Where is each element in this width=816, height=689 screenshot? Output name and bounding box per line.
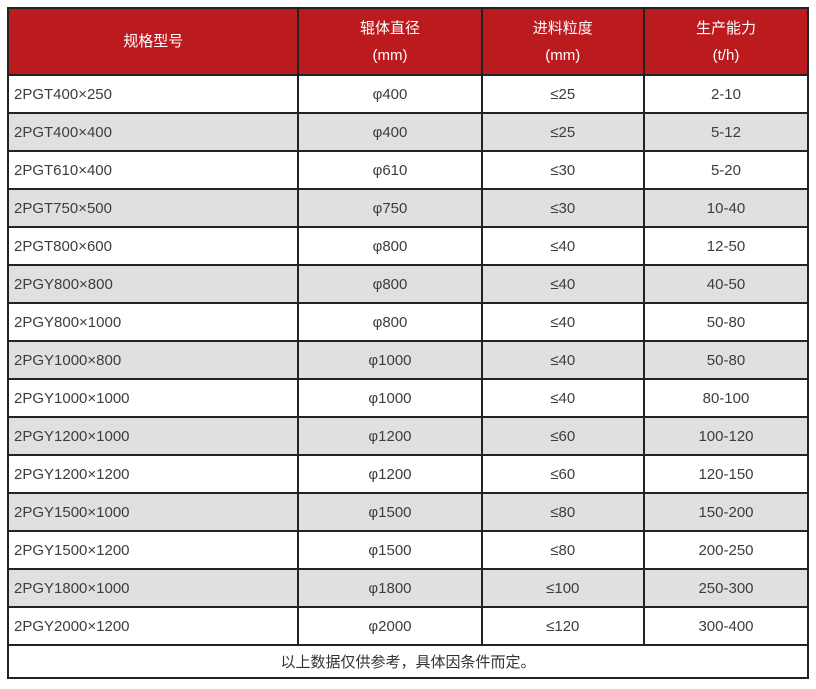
cell-roller-diameter: φ400 [297, 74, 483, 114]
cell-roller-diameter: φ1200 [297, 454, 483, 494]
table-footnote: 以上数据仅供参考，具体因条件而定。 [7, 644, 809, 679]
cell-feed-size: ≤120 [480, 606, 645, 646]
header-roller-diameter: 辊体直径 (mm) [297, 7, 483, 76]
cell-feed-size: ≤40 [480, 302, 645, 342]
table-row: 2PGT800×600 φ800 ≤40 12-50 [6, 226, 810, 266]
cell-roller-diameter: φ1000 [297, 378, 483, 418]
header-feed-size: 进料粒度 (mm) [480, 7, 645, 76]
cell-capacity: 250-300 [642, 568, 810, 608]
cell-feed-size: ≤40 [480, 264, 645, 304]
cell-feed-size: ≤100 [480, 568, 645, 608]
table-row: 2PGY1000×1000 φ1000 ≤40 80-100 [6, 378, 810, 418]
header-feed-size-title: 进料粒度 [532, 19, 593, 37]
cell-model: 2PGT400×250 [6, 74, 300, 114]
header-capacity: 生产能力 (t/h) [642, 7, 810, 76]
cell-model: 2PGY1800×1000 [6, 568, 300, 608]
cell-model: 2PGY800×800 [6, 264, 300, 304]
cell-roller-diameter: φ1000 [297, 340, 483, 380]
cell-capacity: 40-50 [642, 264, 810, 304]
cell-roller-diameter: φ1500 [297, 492, 483, 532]
header-model-title: 规格型号 [123, 33, 184, 50]
cell-model: 2PGT400×400 [6, 112, 300, 152]
cell-roller-diameter: φ2000 [297, 606, 483, 646]
cell-model: 2PGY1200×1000 [6, 416, 300, 456]
header-capacity-title: 生产能力 [695, 19, 756, 37]
table-row: 2PGY800×800 φ800 ≤40 40-50 [6, 264, 810, 304]
cell-capacity: 50-80 [642, 340, 810, 380]
cell-feed-size: ≤25 [480, 112, 645, 152]
spec-table-body: 2PGT400×250 φ400 ≤25 2-10 2PGT400×400 φ400 ≤25… [6, 74, 810, 646]
header-capacity-unit: (t/h) [712, 46, 740, 64]
cell-feed-size: ≤40 [480, 378, 645, 418]
cell-capacity: 120-150 [642, 454, 810, 494]
table-row: 2PGY1200×1000 φ1200 ≤60 100-120 [6, 416, 810, 456]
table-row: 2PGT610×400 φ610 ≤30 5-20 [6, 150, 810, 190]
cell-roller-diameter: φ800 [297, 302, 483, 342]
cell-feed-size: ≤40 [480, 226, 645, 266]
cell-model: 2PGY800×1000 [6, 302, 300, 342]
header-roller-diameter-title: 辊体直径 [359, 19, 420, 37]
cell-roller-diameter: φ750 [297, 188, 483, 228]
cell-roller-diameter: φ1500 [297, 530, 483, 570]
header-feed-size-unit: (mm) [545, 46, 581, 64]
cell-feed-size: ≤60 [480, 416, 645, 456]
cell-feed-size: ≤25 [480, 74, 645, 114]
table-row: 2PGY1800×1000 φ1800 ≤100 250-300 [6, 568, 810, 608]
cell-model: 2PGY1000×800 [6, 340, 300, 380]
header-row: 规格型号 辊体直径 (mm) 进料粒度 (mm) 生产能力 (t/h) [6, 7, 810, 76]
cell-model: 2PGY2000×1200 [6, 606, 300, 646]
cell-capacity: 300-400 [642, 606, 810, 646]
table-row: 2PGT750×500 φ750 ≤30 10-40 [6, 188, 810, 228]
cell-capacity: 10-40 [642, 188, 810, 228]
spec-table-footer: 以上数据仅供参考，具体因条件而定。 [7, 644, 809, 679]
spec-table-header: 规格型号 辊体直径 (mm) 进料粒度 (mm) 生产能力 (t/h) [6, 7, 810, 76]
cell-roller-diameter: φ800 [297, 264, 483, 304]
cell-roller-diameter: φ1800 [297, 568, 483, 608]
cell-capacity: 2-10 [642, 74, 810, 114]
cell-model: 2PGY1000×1000 [6, 378, 300, 418]
table-row: 2PGY1500×1200 φ1500 ≤80 200-250 [6, 530, 810, 570]
cell-capacity: 200-250 [642, 530, 810, 570]
cell-feed-size: ≤30 [480, 150, 645, 190]
cell-roller-diameter: φ800 [297, 226, 483, 266]
table-row: 2PGT400×400 φ400 ≤25 5-12 [6, 112, 810, 152]
table-row: 2PGY1000×800 φ1000 ≤40 50-80 [6, 340, 810, 380]
cell-roller-diameter: φ400 [297, 112, 483, 152]
cell-roller-diameter: φ1200 [297, 416, 483, 456]
cell-capacity: 5-20 [642, 150, 810, 190]
cell-feed-size: ≤30 [480, 188, 645, 228]
cell-model: 2PGT610×400 [6, 150, 300, 190]
table-row: 2PGY2000×1200 φ2000 ≤120 300-400 [6, 606, 810, 646]
cell-model: 2PGT750×500 [6, 188, 300, 228]
cell-capacity: 12-50 [642, 226, 810, 266]
cell-feed-size: ≤60 [480, 454, 645, 494]
table-row: 2PGY800×1000 φ800 ≤40 50-80 [6, 302, 810, 342]
cell-roller-diameter: φ610 [297, 150, 483, 190]
cell-feed-size: ≤80 [480, 530, 645, 570]
cell-capacity: 5-12 [642, 112, 810, 152]
cell-feed-size: ≤40 [480, 340, 645, 380]
spec-table-wrap: 规格型号 辊体直径 (mm) 进料粒度 (mm) 生产能力 (t/h) [6, 7, 810, 679]
cell-capacity: 50-80 [642, 302, 810, 342]
cell-model: 2PGY1500×1200 [6, 530, 300, 570]
header-model: 规格型号 [6, 7, 300, 76]
cell-capacity: 80-100 [642, 378, 810, 418]
table-row: 2PGY1500×1000 φ1500 ≤80 150-200 [6, 492, 810, 532]
cell-capacity: 100-120 [642, 416, 810, 456]
header-roller-diameter-unit: (mm) [372, 46, 408, 64]
cell-feed-size: ≤80 [480, 492, 645, 532]
table-row: 2PGY1200×1200 φ1200 ≤60 120-150 [6, 454, 810, 494]
footnote-row: 以上数据仅供参考，具体因条件而定。 [7, 644, 809, 679]
cell-model: 2PGY1200×1200 [6, 454, 300, 494]
spec-table: 规格型号 辊体直径 (mm) 进料粒度 (mm) 生产能力 (t/h) [6, 7, 810, 679]
cell-capacity: 150-200 [642, 492, 810, 532]
cell-model: 2PGT800×600 [6, 226, 300, 266]
table-row: 2PGT400×250 φ400 ≤25 2-10 [6, 74, 810, 114]
cell-model: 2PGY1500×1000 [6, 492, 300, 532]
